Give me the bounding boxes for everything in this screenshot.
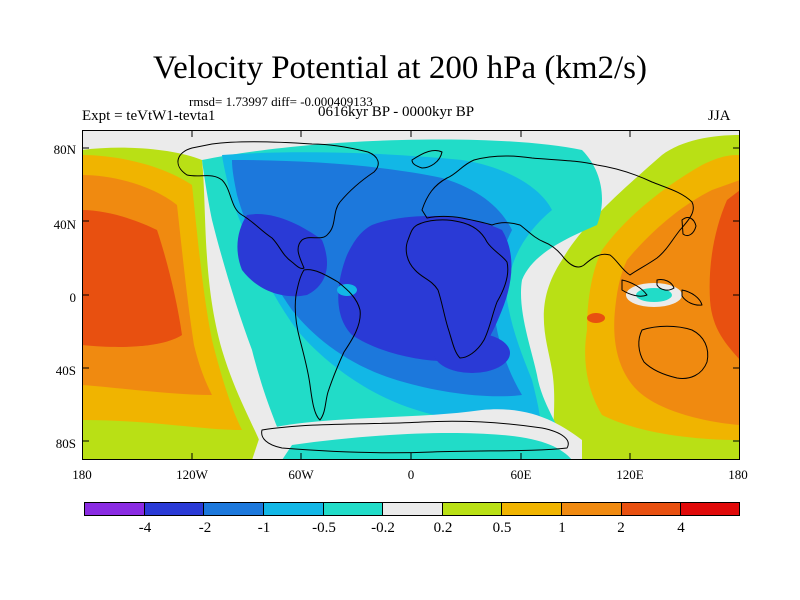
x-tick-label: 120E	[616, 467, 644, 482]
colorbar-label: 0.2	[433, 520, 453, 536]
colorbar-label: -2	[198, 520, 212, 536]
colorbar-swatch	[680, 502, 740, 516]
colorbar-label: 4	[677, 520, 685, 536]
colorbar-swatch	[84, 502, 145, 516]
x-tick-label: 180	[728, 467, 748, 482]
colorbar-swatch	[262, 502, 324, 516]
x-tick-label: 120W	[176, 467, 208, 482]
greenland-outline	[411, 149, 443, 169]
coastlines	[177, 141, 709, 454]
map-panel	[82, 130, 740, 460]
x-tick-label: 60W	[288, 467, 314, 482]
colorbar-swatch	[322, 502, 384, 516]
contour-negative-weak-south	[282, 433, 572, 460]
contour-field	[82, 130, 740, 460]
contour-positive-max-east-spot	[587, 313, 605, 323]
colorbar-label: -4	[138, 520, 152, 536]
chart-title: Velocity Potential at 200 hPa (km2/s)	[152, 50, 648, 86]
contour-negative-east-spot	[636, 288, 672, 302]
colorbar-label: -0.2	[371, 520, 395, 536]
colorbar-swatch	[561, 502, 622, 516]
y-tick-label: 40S	[55, 363, 76, 378]
japan-outline	[681, 217, 697, 237]
contour-positive-max-east	[709, 190, 740, 360]
colorbar-swatch	[501, 502, 563, 516]
season-label: JJA	[708, 108, 731, 124]
y-tick-label: 0	[69, 290, 77, 305]
contour-positive-max-west	[82, 210, 182, 347]
axis-ticks	[82, 130, 740, 460]
north-america-outline	[177, 141, 379, 269]
y-tick-label: 40N	[53, 217, 76, 232]
x-tick-label: 0	[407, 467, 415, 482]
x-tick-label: 60E	[510, 467, 532, 482]
y-tick-label: 80S	[55, 436, 76, 451]
y-tick-label: 80N	[53, 142, 76, 157]
australia-outline	[638, 325, 709, 379]
maritime-continent-outline	[621, 279, 703, 306]
experiment-label: Expt = teVtW1-tevta1	[82, 108, 216, 124]
contour-negative-max-africa	[338, 215, 512, 362]
colorbar-swatch	[441, 502, 503, 516]
colorbar-swatch	[382, 502, 443, 516]
stats-line: rmsd= 1.73997 diff= -0.000409133	[189, 94, 373, 109]
south-america-outline	[294, 269, 361, 421]
colorbar-label: -0.5	[312, 520, 336, 536]
colorbar-label: 0.5	[492, 520, 512, 536]
colorbar-swatch	[143, 502, 205, 516]
colorbar-label: -1	[257, 520, 271, 536]
africa-outline	[405, 219, 509, 359]
antarctica-outline	[261, 420, 569, 454]
period-label: 0616kyr BP - 0000kyr BP	[318, 104, 475, 120]
colorbar	[84, 502, 740, 516]
contour-negative-max-west	[237, 214, 327, 297]
colorbar-label: 2	[617, 520, 625, 536]
x-tick-label: 180	[72, 467, 92, 482]
eurasia-outline	[421, 155, 694, 276]
colorbar-swatch	[620, 502, 682, 516]
colorbar-label: 1	[558, 520, 566, 536]
colorbar-swatch	[203, 502, 264, 516]
